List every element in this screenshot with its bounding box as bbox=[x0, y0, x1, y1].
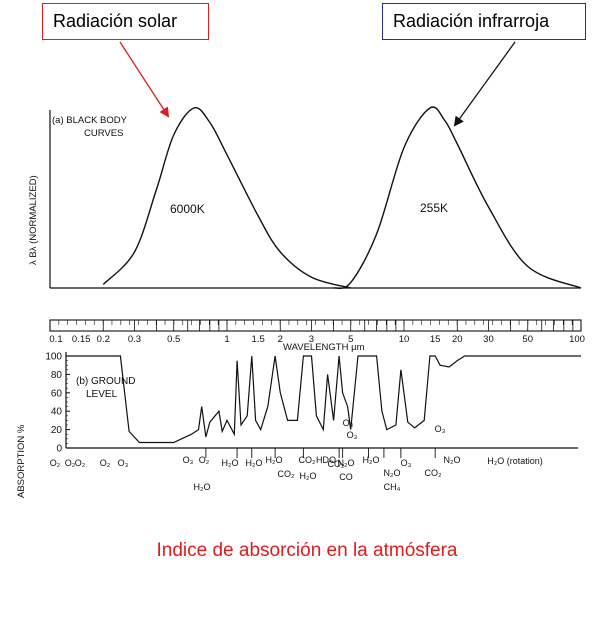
y-tick-label: 100 bbox=[45, 352, 62, 363]
gas-label: O₃ bbox=[118, 458, 129, 468]
panel-b-title-line2: LEVEL bbox=[86, 389, 118, 400]
panel-a-title-line1: (a) BLACK BODY bbox=[52, 115, 128, 126]
gas-label: CO₂ bbox=[425, 468, 443, 478]
gas-label: O₂ bbox=[199, 455, 210, 465]
gas-label: H₂O bbox=[246, 458, 263, 468]
callout-infrared-arrow bbox=[453, 41, 516, 127]
gas-label: CO₂ bbox=[328, 459, 346, 469]
gas-label: H₂O bbox=[266, 455, 283, 465]
y-tick-label: 20 bbox=[51, 425, 63, 436]
gas-label: O₃ bbox=[183, 455, 194, 465]
curve-label-255k: 255K bbox=[420, 201, 448, 215]
wavelength-tick-label: 100 bbox=[569, 334, 585, 345]
curve-label-6000k: 6000K bbox=[170, 202, 205, 216]
wavelength-tick-label: 1 bbox=[224, 334, 229, 345]
gas-label: CO₂ bbox=[278, 469, 296, 479]
blackbody-curve-6000k bbox=[102, 107, 351, 289]
wavelength-tick-label: 30 bbox=[483, 334, 494, 345]
y-tick-label: 80 bbox=[51, 370, 63, 381]
wavelength-tick-label: 10 bbox=[399, 334, 410, 345]
absorption-curve bbox=[66, 355, 581, 444]
gas-label: H₂O bbox=[222, 458, 239, 468]
gas-label: CO bbox=[339, 472, 353, 482]
gas-band-markers bbox=[205, 448, 436, 458]
wavelength-tick-label: 0.3 bbox=[128, 334, 141, 345]
gas-label: O₂ bbox=[100, 458, 111, 468]
panel-b-absorption: 100 80 60 40 20 0 (b) GROUND LEVEL ABSORPTION… bbox=[16, 352, 581, 498]
wavelength-ruler-ticks bbox=[49, 320, 582, 331]
wavelength-tick-label: 15 bbox=[430, 334, 441, 345]
wavelength-tick-label: 0.2 bbox=[97, 334, 110, 345]
absorption-y-ticks: 100 80 60 40 20 0 bbox=[45, 352, 70, 455]
wavelength-tick-label: 50 bbox=[522, 334, 533, 345]
y-tick-label: 60 bbox=[51, 388, 63, 399]
wavelength-tick-label: 20 bbox=[452, 334, 463, 345]
panel-b-title-line1: (b) GROUND bbox=[76, 376, 135, 387]
blackbody-curves bbox=[102, 106, 582, 290]
wavelength-tick-label: 3 bbox=[309, 334, 314, 345]
gas-label: H₂O bbox=[300, 471, 317, 481]
wavelength-tick-label: 0.15 bbox=[72, 334, 91, 345]
wavelength-tick-label: 2 bbox=[278, 334, 283, 345]
callout-infrared-radiation: Radiación infrarroja bbox=[382, 3, 586, 40]
y-tick-label: 0 bbox=[56, 444, 62, 455]
gas-label: N₂O bbox=[384, 468, 401, 478]
wavelength-axis-label: WAVELENGTH µm bbox=[283, 342, 365, 353]
gas-label: H₂O bbox=[194, 482, 211, 492]
gas-label: N₂O bbox=[338, 458, 355, 468]
gas-label: O₃ bbox=[401, 458, 412, 468]
gas-label: CO₂ bbox=[299, 455, 317, 465]
panel-a-title-line2: CURVES bbox=[84, 128, 123, 139]
wavelength-tick-label: 0.5 bbox=[167, 334, 180, 345]
gas-label: N₂O bbox=[444, 455, 461, 465]
gas-label: HDO bbox=[316, 455, 336, 465]
gas-label: O₂ bbox=[75, 458, 86, 468]
callout-solar-radiation: Radiación solar bbox=[42, 3, 209, 40]
panel-a-y-label: λ Bλ (NORMALIZED) bbox=[28, 175, 39, 265]
gas-label: CH₄ bbox=[384, 482, 401, 492]
figure-caption: Indice de absorción en la atmósfera bbox=[156, 540, 458, 561]
callout-solar-arrow bbox=[119, 41, 170, 118]
gas-label: O₃ bbox=[347, 430, 358, 440]
panel-a-blackbody: (a) BLACK BODY CURVES λ Bλ (NORMALIZED) … bbox=[28, 106, 582, 290]
wavelength-tick-label: 5 bbox=[348, 334, 353, 345]
gas-label: H₂O (rotation) bbox=[487, 456, 543, 466]
wavelength-tick-label: 1.5 bbox=[252, 334, 265, 345]
gas-label: O₂ bbox=[65, 458, 76, 468]
gas-label: H₂O bbox=[363, 455, 380, 465]
blackbody-curve-255k bbox=[333, 106, 582, 290]
wavelength-tick-labels: 0.1 0.15 0.2 0.3 0.5 1 1.5 2 3 5 10 15 20 30 50 100 bbox=[49, 334, 585, 345]
gas-label: O₃ bbox=[343, 418, 354, 428]
y-tick-label: 40 bbox=[51, 407, 63, 418]
gas-label: O₃ bbox=[435, 424, 446, 434]
wavelength-axis: 0.1 0.15 0.2 0.3 0.5 1 1.5 2 3 5 10 15 20 30 50 100 WAV… bbox=[49, 319, 585, 353]
wavelength-tick-label: 0.1 bbox=[49, 334, 62, 345]
gas-label: O₂ bbox=[50, 458, 61, 468]
panel-b-y-label: ABSORPTION % bbox=[16, 424, 27, 498]
